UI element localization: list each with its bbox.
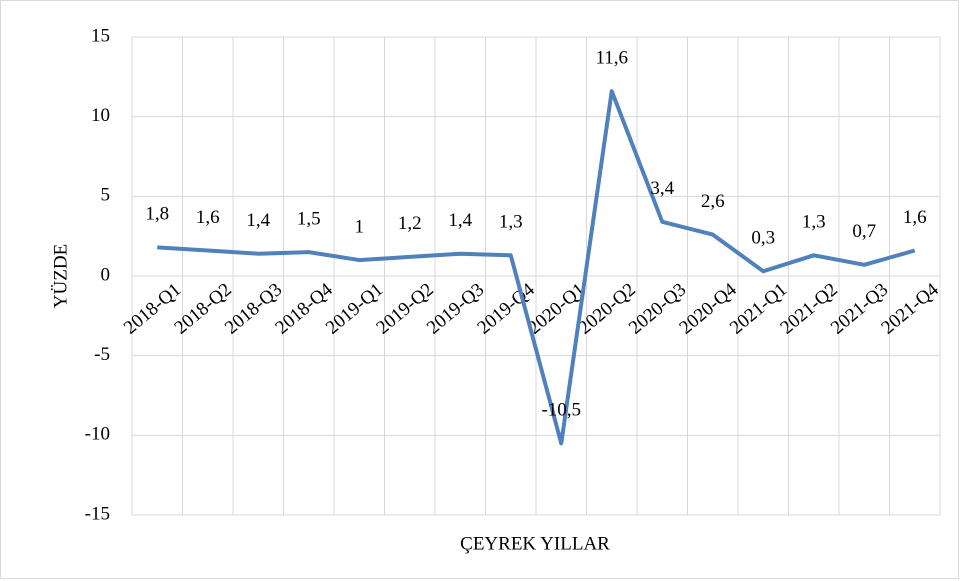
y-tick-label: -5 [94, 344, 110, 365]
data-label: 1,4 [448, 210, 472, 231]
data-label: 1,5 [297, 208, 321, 229]
y-tick-label: 5 [101, 185, 111, 206]
y-tick-label: -10 [85, 424, 110, 445]
y-axis-label: YÜZDE [50, 244, 71, 308]
data-label: 1,4 [246, 210, 270, 231]
data-label: 3,4 [650, 178, 674, 199]
data-line [157, 89, 916, 446]
data-label: 2,6 [701, 191, 725, 212]
data-label: 1,6 [903, 207, 927, 228]
data-label: 11,6 [595, 48, 628, 69]
x-axis-label: ÇEYREK YILLAR [460, 533, 610, 554]
data-label: 1,2 [398, 213, 422, 234]
data-label: 1,6 [196, 207, 220, 228]
y-tick-label: 0 [101, 264, 111, 285]
y-tick-label: 10 [91, 105, 110, 126]
data-label: 1,3 [499, 212, 523, 233]
data-label: -10,5 [541, 400, 581, 421]
data-label: 0,3 [751, 228, 775, 249]
data-label: 1,8 [145, 204, 169, 225]
y-tick-label: 15 [91, 25, 110, 46]
data-label: 1,3 [802, 212, 826, 233]
data-label: 0,7 [852, 221, 876, 242]
data-label: 1 [355, 216, 365, 237]
y-tick-label: -15 [85, 503, 110, 524]
